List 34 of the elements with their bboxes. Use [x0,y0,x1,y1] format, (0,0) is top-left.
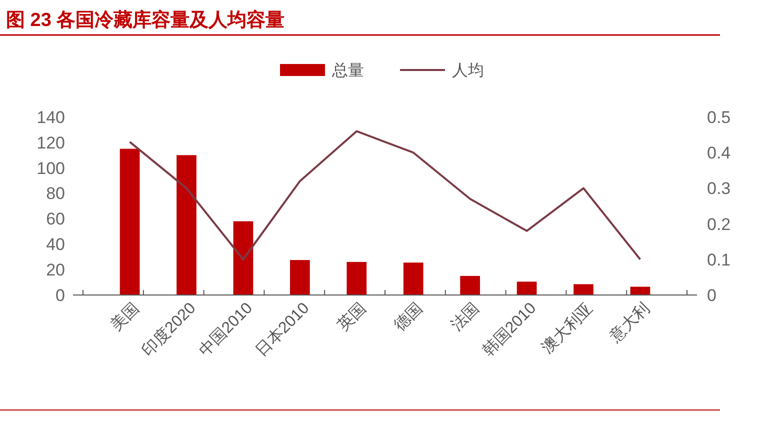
bar [290,260,310,295]
y2-tick-label: 0.4 [707,144,731,163]
x-tick-label: 澳大利亚 [538,299,596,358]
bar [630,286,650,295]
y2-tick-label: 0.3 [707,179,731,198]
chart-title: 图 23 各国冷藏库容量及人均容量 [6,9,285,31]
y-tick-label: 120 [36,133,65,152]
bar [346,262,367,295]
x-tick-label: 德国 [391,300,426,334]
y-tick-label: 40 [46,235,65,254]
legend-label: 总量 [331,62,364,80]
y-tick-label: 0 [56,286,65,305]
x-tick-label: 意大利 [606,299,653,346]
line-series [128,130,642,260]
y2-tick-label: 0.1 [707,250,731,270]
y-tick-label: 100 [36,158,65,178]
y-tick-label: 20 [46,260,65,280]
y-tick-label: 80 [46,184,65,204]
y2-tick-label: 0 [707,286,716,305]
bar [176,155,196,295]
bar [120,148,140,295]
y2-tick-label: 0.5 [707,108,731,127]
bar [403,262,424,295]
y-tick-label: 140 [36,108,65,127]
x-tick-label: 英国 [334,299,370,334]
x-tick-label: 法国 [448,299,483,334]
y-tick-label: 60 [46,210,65,229]
bar [516,282,537,295]
y2-tick-label: 0.2 [707,214,731,234]
bar [574,284,594,295]
legend-label: 人均 [452,62,484,80]
bar [460,276,480,295]
bar [233,221,254,295]
x-tick-label: 美国 [107,299,143,334]
